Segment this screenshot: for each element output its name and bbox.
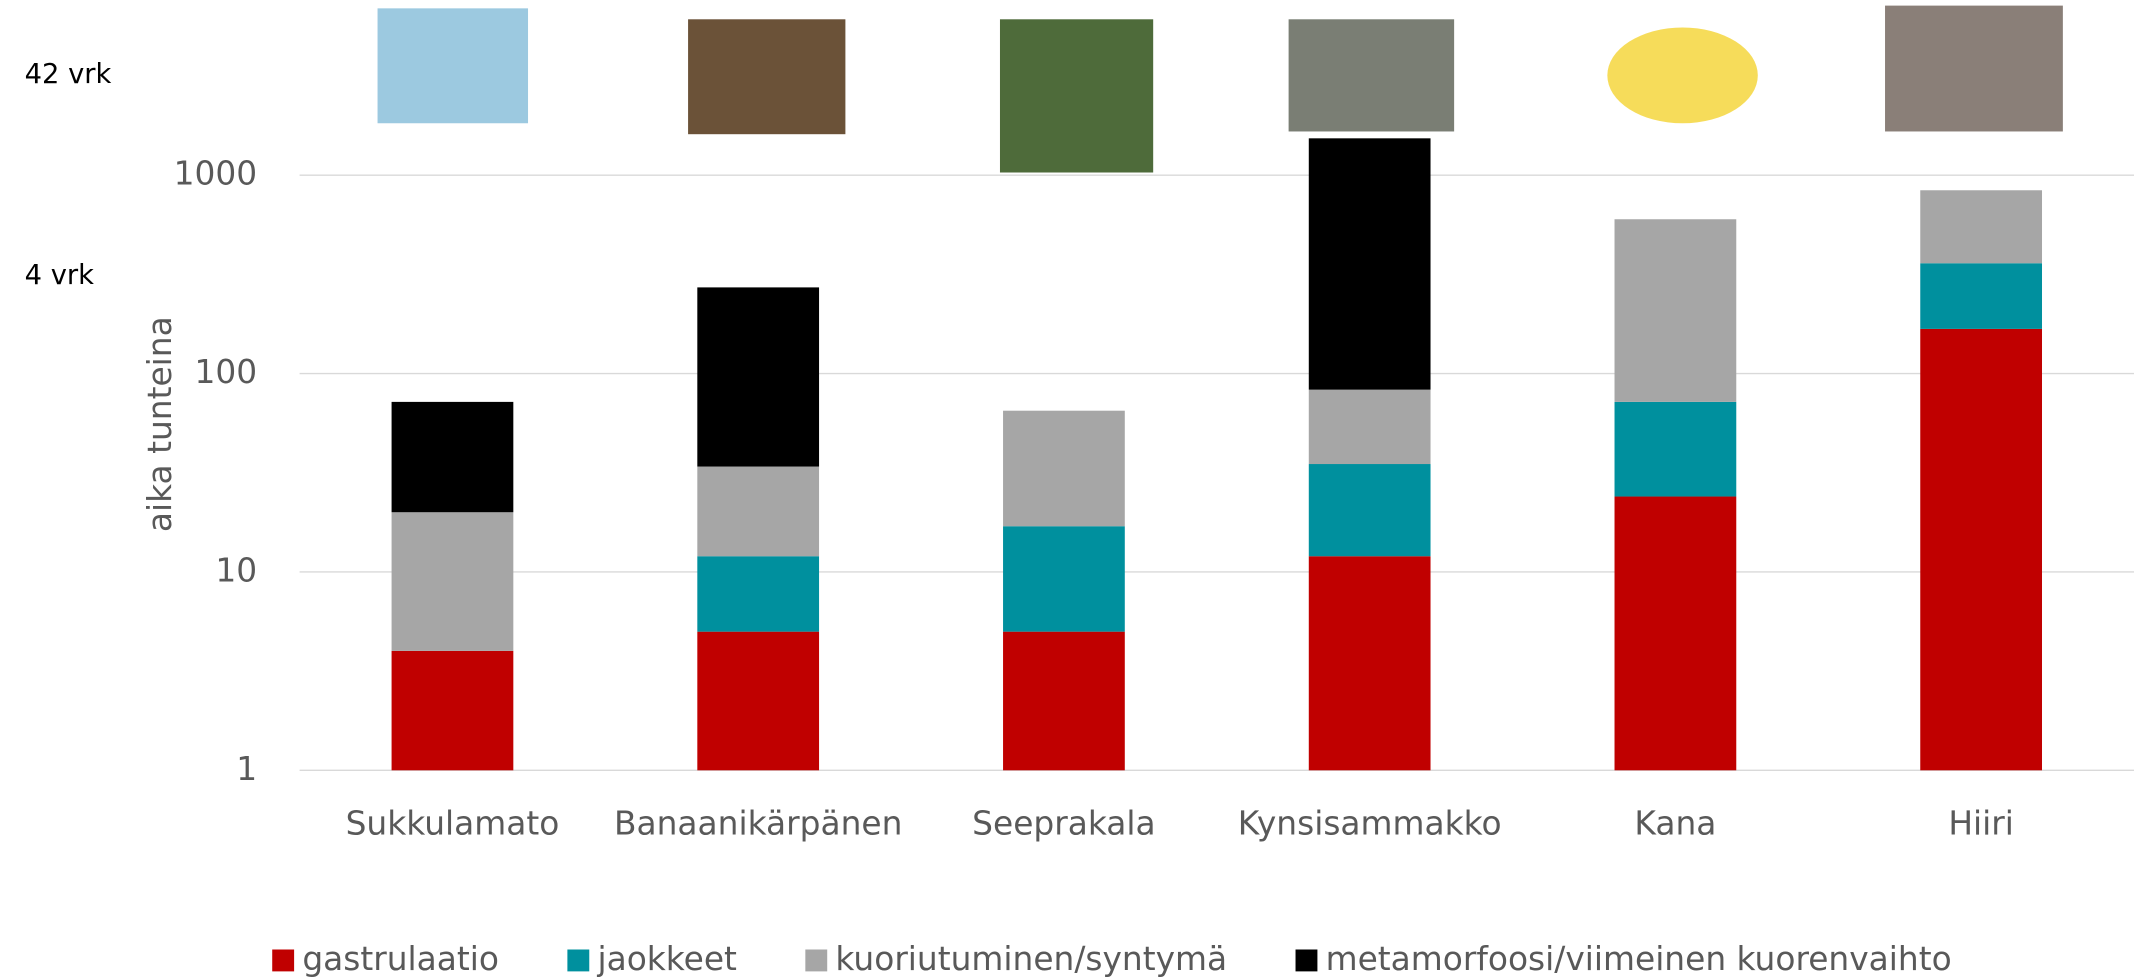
legend-label: gastrulaatio [302,940,499,977]
image-mouse [1885,6,2063,132]
bar-segment [1003,632,1125,771]
animal-images [378,6,2063,173]
bar-segment [697,287,819,466]
chart: 42 vrk 4 vrk aika tunteina 1 10 100 1000 Suk… [0,0,2134,977]
bar-segment [392,512,514,651]
x-tick-label: Hiiri [1948,805,2014,843]
y-axis-title: aika tunteina [141,316,179,532]
bar-segment [697,632,819,771]
legend-swatch [805,949,827,971]
legend-swatch [1296,949,1318,971]
x-tick-label: Seeprakala [972,805,1155,843]
legend-swatch [567,949,589,971]
y-tick-label: 100 [195,353,258,391]
image-frog [1289,19,1455,131]
bar-segment [1003,526,1125,631]
legend-swatch [272,949,294,971]
bar-segment [1309,464,1431,556]
y-tick-label: 1000 [174,155,258,193]
x-tick-label: Sukkulamato [346,805,560,843]
bar-segment [392,651,514,770]
bar-segment [1920,263,2042,329]
y-tick-label: 1 [236,750,257,788]
annotation: 42 vrk [25,59,112,90]
x-tick-label: Kana [1634,805,1716,843]
x-tick-label: Banaanikärpänen [614,805,902,843]
image-chick [1607,28,1757,124]
legend-label: kuoriutuminen/syntymä [835,940,1227,977]
bar-segment [1615,497,1737,771]
annotation: 4 vrk [25,260,95,291]
bar-segment [697,467,819,557]
bar-segment [1309,556,1431,770]
bar-segment [1309,390,1431,464]
image-fly [688,19,845,134]
x-tick-label: Kynsisammakko [1238,805,1502,843]
bar-segment [1615,219,1737,402]
bar-segment [1309,138,1431,389]
image-zebrafish [1000,19,1153,172]
bar-segment [1920,329,2042,770]
bar-segment [1615,402,1737,497]
bar-segment [697,556,819,631]
bar-segment [1003,411,1125,527]
legend-label: jaokkeet [596,940,737,977]
y-tick-label: 10 [215,551,257,589]
bar-segment [392,402,514,512]
image-nematode [378,8,528,123]
legend-label: metamorfoosi/viimeinen kuorenvaihto [1326,940,1952,977]
bar-segment [1920,190,2042,263]
